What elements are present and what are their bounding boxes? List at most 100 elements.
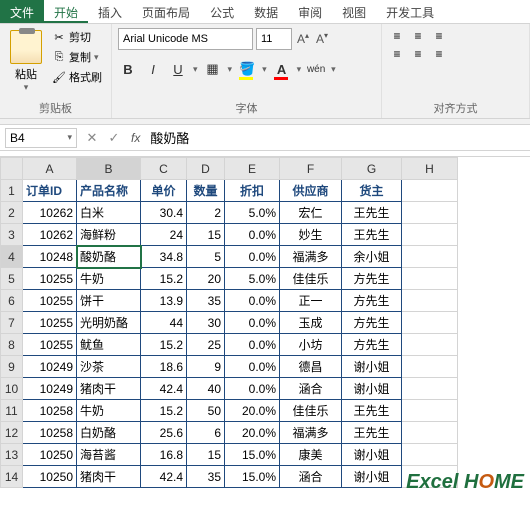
row-header[interactable]: 13	[1, 444, 23, 466]
tab-view[interactable]: 视图	[332, 0, 376, 23]
cell-qty[interactable]: 15	[187, 224, 225, 246]
cell-qty[interactable]: 2	[187, 202, 225, 224]
cell-id[interactable]: 10255	[23, 334, 77, 356]
cell-name[interactable]: 酸奶酪	[77, 246, 141, 268]
align-right-button[interactable]: ≡	[430, 46, 448, 62]
cell-disc[interactable]: 0.0%	[225, 246, 280, 268]
spreadsheet-grid[interactable]: A B C D E F G H 1 订单ID 产品名称 单价 数量 折扣 供应商…	[0, 157, 530, 488]
row-header[interactable]: 6	[1, 290, 23, 312]
font-color-button[interactable]: A	[272, 59, 292, 79]
cell-qty[interactable]: 20	[187, 268, 225, 290]
cell-owner[interactable]: 王先生	[342, 422, 402, 444]
cell-disc[interactable]: 0.0%	[225, 378, 280, 400]
col-header-C[interactable]: C	[141, 158, 187, 180]
cell-name[interactable]: 猪肉干	[77, 466, 141, 488]
row-header[interactable]: 12	[1, 422, 23, 444]
cell-disc[interactable]: 15.0%	[225, 466, 280, 488]
cell-owner[interactable]: 王先生	[342, 202, 402, 224]
align-center-button[interactable]: ≡	[409, 46, 427, 62]
cell-sup[interactable]: 佳佳乐	[280, 400, 342, 422]
cell-id[interactable]: 10249	[23, 378, 77, 400]
hdr-qty[interactable]: 数量	[187, 180, 225, 202]
cell-qty[interactable]: 35	[187, 290, 225, 312]
row-header[interactable]: 5	[1, 268, 23, 290]
cell-sup[interactable]: 宏仁	[280, 202, 342, 224]
cell-name[interactable]: 牛奶	[77, 400, 141, 422]
font-size-select[interactable]	[256, 28, 292, 50]
cell-disc[interactable]: 0.0%	[225, 312, 280, 334]
cell-id[interactable]: 10249	[23, 356, 77, 378]
cell-disc[interactable]: 20.0%	[225, 422, 280, 444]
cell-id[interactable]: 10255	[23, 312, 77, 334]
cell-price[interactable]: 16.8	[141, 444, 187, 466]
cell-empty[interactable]	[402, 202, 458, 224]
cell-disc[interactable]: 0.0%	[225, 334, 280, 356]
cell-name[interactable]: 鱿鱼	[77, 334, 141, 356]
cell-empty[interactable]	[402, 378, 458, 400]
cell-qty[interactable]: 35	[187, 466, 225, 488]
cell-price[interactable]: 15.2	[141, 268, 187, 290]
cell-empty[interactable]	[402, 290, 458, 312]
cell-price[interactable]: 13.9	[141, 290, 187, 312]
cell-price[interactable]: 42.4	[141, 466, 187, 488]
select-all-corner[interactable]	[1, 158, 23, 180]
align-bottom-button[interactable]: ≡	[430, 28, 448, 44]
cell-sup[interactable]: 涵合	[280, 378, 342, 400]
cell-price[interactable]: 24	[141, 224, 187, 246]
fill-color-button[interactable]: 🪣	[237, 59, 257, 79]
cell-id[interactable]: 10258	[23, 422, 77, 444]
hdr-name[interactable]: 产品名称	[77, 180, 141, 202]
font-name-select[interactable]	[118, 28, 253, 50]
cell-id[interactable]: 10255	[23, 268, 77, 290]
cell-sup[interactable]: 福满多	[280, 422, 342, 444]
cell-owner[interactable]: 方先生	[342, 290, 402, 312]
cell-name[interactable]: 牛奶	[77, 268, 141, 290]
cell-qty[interactable]: 9	[187, 356, 225, 378]
align-middle-button[interactable]: ≡	[409, 28, 427, 44]
cell-id[interactable]: 10258	[23, 400, 77, 422]
cell-price[interactable]: 25.6	[141, 422, 187, 444]
tab-review[interactable]: 审阅	[288, 0, 332, 23]
col-header-F[interactable]: F	[280, 158, 342, 180]
cell-id[interactable]: 10262	[23, 224, 77, 246]
hdr-disc[interactable]: 折扣	[225, 180, 280, 202]
tab-data[interactable]: 数据	[244, 0, 288, 23]
cell-id[interactable]: 10248	[23, 246, 77, 268]
cell-sup[interactable]: 福满多	[280, 246, 342, 268]
cut-button[interactable]: ✂ 剪切	[50, 28, 104, 46]
cell-sup[interactable]: 德昌	[280, 356, 342, 378]
cell-qty[interactable]: 25	[187, 334, 225, 356]
row-header[interactable]: 10	[1, 378, 23, 400]
cell-empty[interactable]	[402, 224, 458, 246]
name-box[interactable]: B4 ▾	[5, 128, 77, 148]
row-header[interactable]: 4	[1, 246, 23, 268]
bold-button[interactable]: B	[118, 59, 138, 79]
cell-disc[interactable]: 20.0%	[225, 400, 280, 422]
row-header[interactable]: 9	[1, 356, 23, 378]
cell-owner[interactable]: 方先生	[342, 268, 402, 290]
col-header-G[interactable]: G	[342, 158, 402, 180]
cell-qty[interactable]: 50	[187, 400, 225, 422]
cell-id[interactable]: 10262	[23, 202, 77, 224]
tab-insert[interactable]: 插入	[88, 0, 132, 23]
cell-disc[interactable]: 5.0%	[225, 202, 280, 224]
paste-button[interactable]: 粘贴 ▾	[6, 28, 46, 95]
decrease-font-button[interactable]: A▾	[314, 31, 330, 47]
cell-owner[interactable]: 谢小姐	[342, 356, 402, 378]
cell-owner[interactable]: 方先生	[342, 334, 402, 356]
cell-sup[interactable]: 妙生	[280, 224, 342, 246]
cell-empty[interactable]	[402, 246, 458, 268]
col-header-D[interactable]: D	[187, 158, 225, 180]
tab-home[interactable]: 开始	[44, 0, 88, 23]
cell-name[interactable]: 海苔酱	[77, 444, 141, 466]
cell-disc[interactable]: 5.0%	[225, 268, 280, 290]
cell-sup[interactable]: 佳佳乐	[280, 268, 342, 290]
accept-formula-button[interactable]: ✓	[103, 127, 125, 149]
cell-name[interactable]: 猪肉干	[77, 378, 141, 400]
cell-id[interactable]: 10250	[23, 466, 77, 488]
cell-name[interactable]: 白奶酪	[77, 422, 141, 444]
cell-price[interactable]: 44	[141, 312, 187, 334]
cell-owner[interactable]: 王先生	[342, 224, 402, 246]
underline-button[interactable]: U	[168, 59, 188, 79]
col-header-A[interactable]: A	[23, 158, 77, 180]
